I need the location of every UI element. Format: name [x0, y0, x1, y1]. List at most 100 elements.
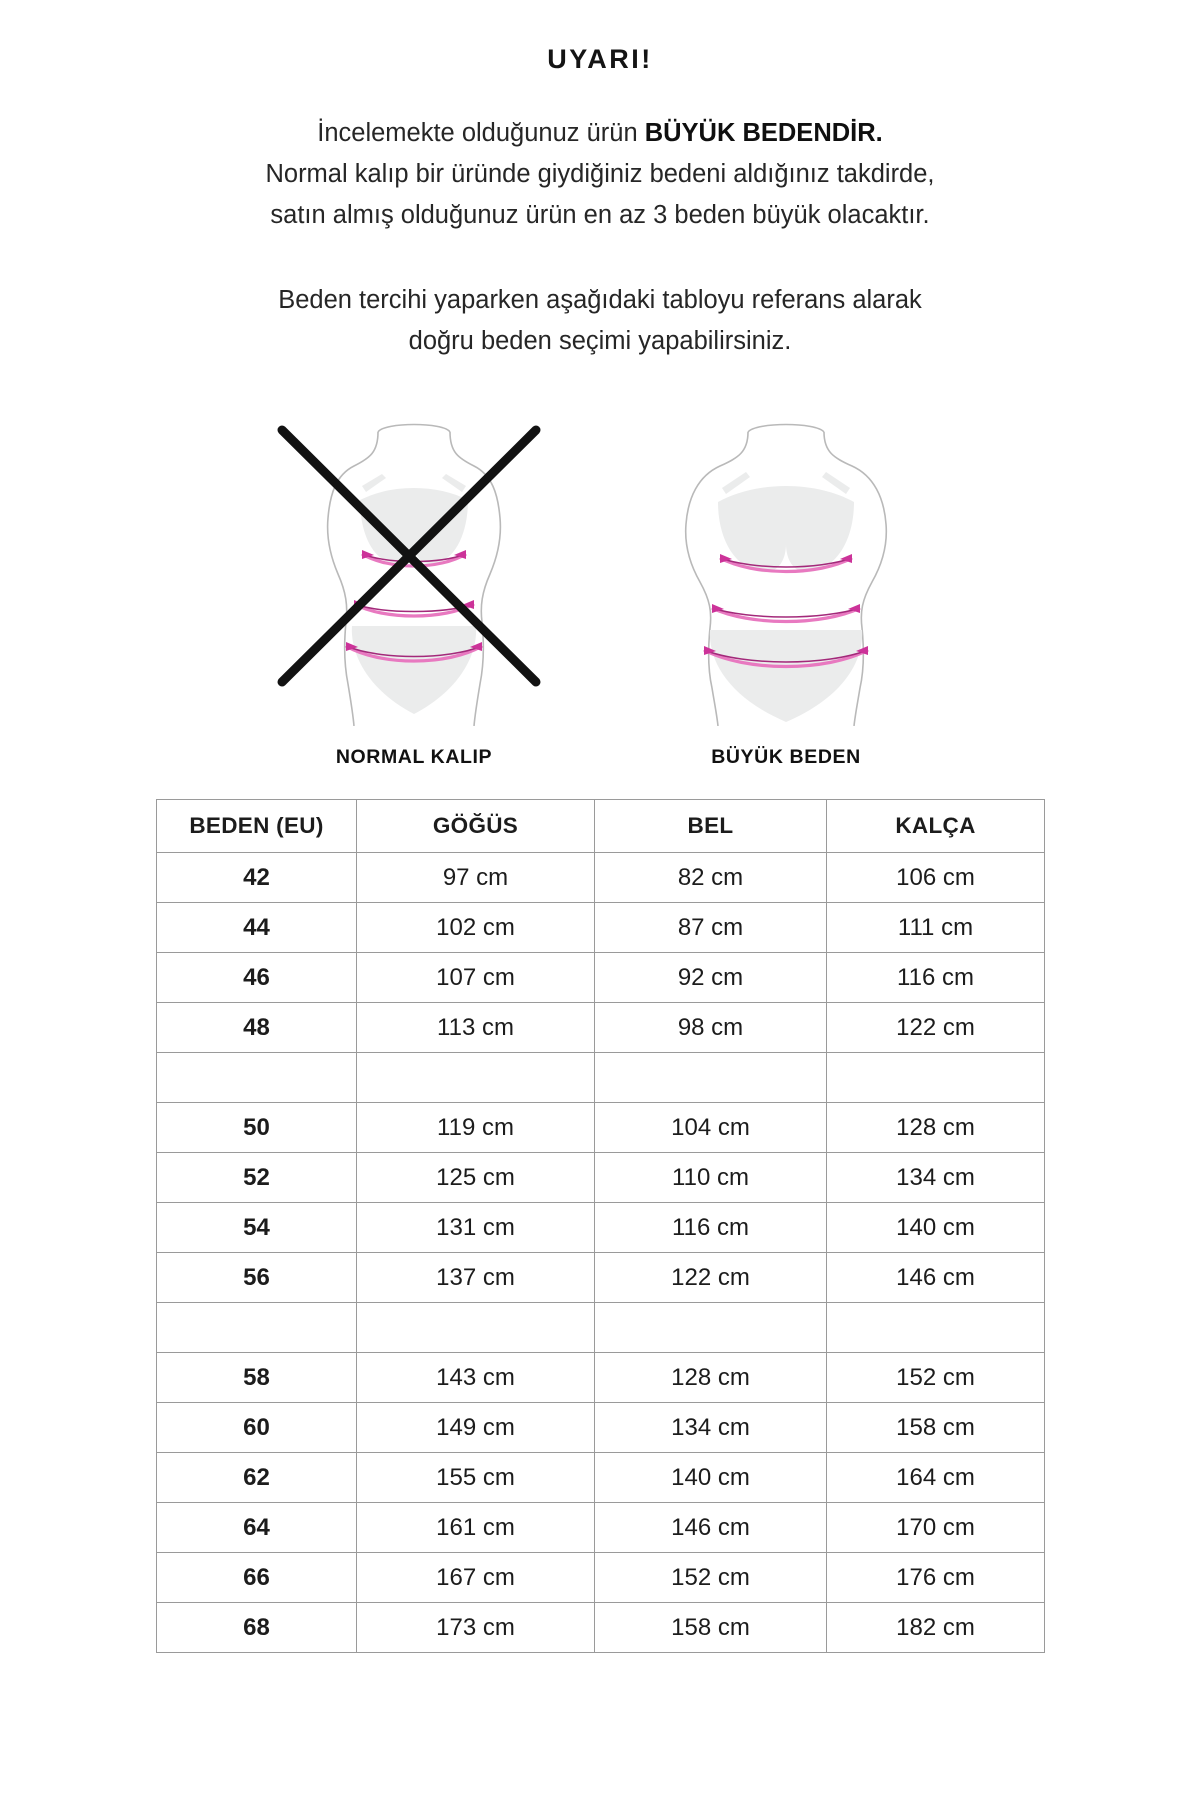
table-row: 54 131 cm 116 cm 140 cm [156, 1202, 1045, 1253]
column-header-kalca: KALÇA [826, 799, 1045, 853]
waist-cell: 158 cm [594, 1602, 827, 1653]
hip-cell: 128 cm [826, 1102, 1045, 1153]
waist-cell: 82 cm [594, 852, 827, 903]
waist-measure-arrow [711, 604, 861, 624]
bust-cell: 125 cm [356, 1152, 595, 1203]
normal-fit-illustration [274, 414, 554, 726]
size-cell: 48 [156, 1002, 357, 1053]
bust-cell: 161 cm [356, 1502, 595, 1553]
column-header-bel: BEL [594, 799, 827, 853]
bust-cell: 113 cm [356, 1002, 595, 1053]
waist-cell: 104 cm [594, 1102, 827, 1153]
waist-cell: 128 cm [594, 1352, 827, 1403]
waist-cell: 116 cm [594, 1202, 827, 1253]
size-cell: 56 [156, 1252, 357, 1303]
size-cell: 66 [156, 1552, 357, 1603]
hip-cell: 122 cm [826, 1002, 1045, 1053]
size-cell: 64 [156, 1502, 357, 1553]
table-spacer-row [156, 1052, 1045, 1103]
bust-cell: 107 cm [356, 952, 595, 1003]
table-row: 56 137 cm 122 cm 146 cm [156, 1252, 1045, 1303]
empty-cell [826, 1052, 1045, 1103]
table-row: 50 119 cm 104 cm 128 cm [156, 1102, 1045, 1153]
hip-cell: 134 cm [826, 1152, 1045, 1203]
size-chart-table: BEDEN (EU) GÖĞÜS BEL KALÇA 42 97 cm 82 cm 1… [156, 799, 1045, 1653]
empty-cell [826, 1302, 1045, 1353]
waist-cell: 152 cm [594, 1552, 827, 1603]
table-row: 58 143 cm 128 cm 152 cm [156, 1352, 1045, 1403]
bust-cell: 167 cm [356, 1552, 595, 1603]
intro-paragraph-1: İncelemekte olduğunuz ürün BÜYÜK BEDENDİ… [0, 113, 1200, 236]
hip-cell: 176 cm [826, 1552, 1045, 1603]
bust-measure-arrow [719, 554, 853, 574]
empty-cell [356, 1302, 595, 1353]
bust-cell: 97 cm [356, 852, 595, 903]
size-cell: 58 [156, 1352, 357, 1403]
empty-cell [156, 1302, 357, 1353]
bust-cell: 131 cm [356, 1202, 595, 1253]
intro-line-1: İncelemekte olduğunuz ürün BÜYÜK BEDENDİ… [0, 113, 1200, 154]
intro-paragraph-2: Beden tercihi yaparken aşağıdaki tabloyu… [0, 280, 1200, 362]
page-title: UYARI! [547, 44, 653, 74]
hip-cell: 146 cm [826, 1252, 1045, 1303]
hip-cell: 111 cm [826, 902, 1045, 953]
bust-cell: 173 cm [356, 1602, 595, 1653]
size-cell: 50 [156, 1102, 357, 1153]
table-row: 42 97 cm 82 cm 106 cm [156, 852, 1045, 903]
size-cell: 62 [156, 1452, 357, 1503]
table-spacer-row [156, 1302, 1045, 1353]
size-cell: 46 [156, 952, 357, 1003]
figure-caption-normal: NORMAL KALIP [335, 746, 493, 768]
size-cell: 44 [156, 902, 357, 953]
bust-cell: 149 cm [356, 1402, 595, 1453]
table-row: 66 167 cm 152 cm 176 cm [156, 1552, 1045, 1603]
cross-out-icon [277, 425, 541, 687]
size-cell: 68 [156, 1602, 357, 1653]
table-row: 62 155 cm 140 cm 164 cm [156, 1452, 1045, 1503]
bust-cell: 119 cm [356, 1102, 595, 1153]
figure-plus-size: BÜYÜK BEDEN [646, 414, 926, 769]
hip-cell: 116 cm [826, 952, 1045, 1003]
warning-header: UYARI! İncelemekte olduğunuz ürün BÜYÜK … [0, 0, 1200, 362]
hip-cell: 152 cm [826, 1352, 1045, 1403]
table-row: 48 113 cm 98 cm 122 cm [156, 1002, 1045, 1053]
hip-cell: 106 cm [826, 852, 1045, 903]
table-row: 46 107 cm 92 cm 116 cm [156, 952, 1045, 1003]
intro2-line-2: doğru beden seçimi yapabilirsiniz. [408, 327, 792, 355]
plus-size-illustration [646, 414, 926, 726]
size-chart-section: BEDEN (EU) GÖĞÜS BEL KALÇA 42 97 cm 82 cm 1… [156, 799, 1045, 1653]
waist-cell: 140 cm [594, 1452, 827, 1503]
waist-cell: 87 cm [594, 902, 827, 953]
body-figures-section: NORMAL KALIP [0, 414, 1200, 769]
waist-cell: 92 cm [594, 952, 827, 1003]
intro-line-3: satın almış olduğunuz ürün en az 3 beden… [270, 201, 930, 229]
figure-caption-plus: BÜYÜK BEDEN [711, 746, 861, 768]
hip-cell: 170 cm [826, 1502, 1045, 1553]
table-row: 64 161 cm 146 cm 170 cm [156, 1502, 1045, 1553]
table-row: 52 125 cm 110 cm 134 cm [156, 1152, 1045, 1203]
intro-line-1-prefix: İncelemekte olduğunuz ürün [317, 119, 645, 147]
female-body-silhouette-icon [277, 423, 541, 726]
bust-cell: 143 cm [356, 1352, 595, 1403]
size-cell: 60 [156, 1402, 357, 1453]
plus-size-female-body-silhouette-icon [684, 423, 888, 726]
hip-cell: 140 cm [826, 1202, 1045, 1253]
bust-cell: 137 cm [356, 1252, 595, 1303]
table-row: 68 173 cm 158 cm 182 cm [156, 1602, 1045, 1653]
column-header-gogus: GÖĞÜS [356, 799, 595, 853]
hip-measure-arrow [703, 646, 869, 669]
hip-cell: 164 cm [826, 1452, 1045, 1503]
empty-cell [594, 1052, 827, 1103]
waist-cell: 146 cm [594, 1502, 827, 1553]
size-cell: 54 [156, 1202, 357, 1253]
empty-cell [156, 1052, 357, 1103]
figure-normal-fit: NORMAL KALIP [274, 414, 554, 769]
table-header-row: BEDEN (EU) GÖĞÜS BEL KALÇA [156, 799, 1045, 853]
bust-cell: 155 cm [356, 1452, 595, 1503]
size-cell: 42 [156, 852, 357, 903]
hip-measure-arrow [345, 642, 483, 663]
waist-cell: 110 cm [594, 1152, 827, 1203]
column-header-beden: BEDEN (EU) [156, 799, 357, 853]
waist-cell: 98 cm [594, 1002, 827, 1053]
hip-cell: 158 cm [826, 1402, 1045, 1453]
